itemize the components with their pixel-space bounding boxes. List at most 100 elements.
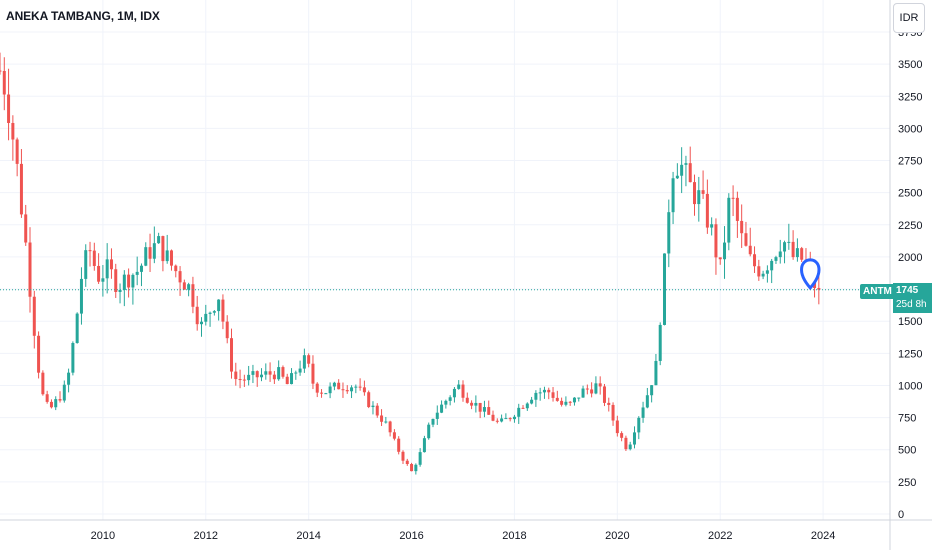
candle-body [731, 197, 735, 199]
candle-body [311, 363, 315, 384]
candle-body [701, 190, 705, 194]
candle-body [101, 278, 105, 282]
candle-body [71, 343, 75, 373]
candle-body [581, 388, 585, 398]
symbol-tag: ANTM [860, 284, 895, 299]
candle-body [585, 388, 589, 390]
candle-body [367, 392, 371, 408]
candle-body [650, 385, 654, 396]
candle-body [637, 417, 641, 433]
candle-body [405, 460, 409, 465]
candle-body [260, 374, 264, 378]
candle-body [195, 306, 199, 325]
candle-body [705, 193, 709, 228]
candle-body [337, 382, 341, 390]
candle-body [508, 418, 512, 420]
y-tick-label: 250 [898, 477, 916, 489]
candle-body [28, 242, 32, 297]
candle-body [191, 284, 195, 307]
candle-body [748, 245, 752, 255]
candle-body [285, 376, 289, 385]
candle-body [230, 338, 234, 372]
candle-body [62, 384, 66, 401]
y-tick-label: 1500 [898, 316, 922, 328]
candle-body [15, 139, 19, 164]
candle-body [118, 290, 122, 292]
candle-body [444, 400, 448, 405]
candle-body [272, 374, 276, 380]
candle-body [452, 388, 456, 398]
y-tick-label: 500 [898, 445, 916, 457]
candle-body [654, 360, 658, 386]
candle-body [620, 433, 624, 438]
candle-body [328, 386, 332, 394]
candle-body [607, 402, 611, 405]
candle-body [470, 402, 474, 406]
candle-body [298, 368, 302, 373]
candle-body [572, 397, 576, 403]
candle-body [551, 392, 555, 398]
candle-body [350, 387, 354, 392]
candle-body [135, 271, 139, 275]
candle-body [457, 384, 461, 389]
x-tick-label: 2016 [399, 530, 423, 542]
candle-body [491, 414, 495, 421]
candle-body [577, 397, 581, 399]
candle-body [255, 371, 259, 378]
candle-body [320, 392, 324, 394]
candle-body [84, 250, 88, 279]
candle-body [778, 251, 782, 258]
candle-body [538, 392, 542, 394]
x-tick-label: 2018 [502, 530, 526, 542]
candle-body [114, 269, 118, 292]
x-tick-label: 2022 [708, 530, 732, 542]
x-tick-label: 2012 [194, 530, 218, 542]
event-marker-icon[interactable] [800, 258, 821, 291]
candle-body [761, 273, 765, 277]
currency-button[interactable]: IDR [893, 3, 925, 33]
candle-body [590, 389, 594, 394]
candle-body [341, 389, 345, 391]
candle-body [19, 163, 23, 215]
y-tick-label: 1000 [898, 380, 922, 392]
candle-body [247, 374, 251, 381]
last-price-tag: 1745 25d 8h [893, 283, 932, 313]
candle-body [127, 274, 131, 288]
y-tick-label: 1250 [898, 348, 922, 360]
candle-body [67, 372, 71, 385]
candle-body [555, 397, 559, 401]
candle-body [144, 247, 148, 266]
candle-body [345, 390, 349, 392]
candle-body [122, 274, 126, 291]
candle-body [49, 401, 53, 408]
candle-body [375, 405, 379, 416]
candle-body [388, 421, 392, 433]
candle-body [204, 313, 208, 322]
candle-body [680, 164, 684, 176]
candle-body [624, 437, 628, 450]
candle-body [547, 389, 551, 393]
candle-body [714, 224, 718, 258]
candle-body [431, 418, 435, 425]
candle-body [495, 420, 499, 422]
candle-body [380, 415, 384, 422]
candle-body [174, 265, 178, 272]
candle-body [54, 399, 58, 408]
candle-body [693, 182, 697, 205]
candle-body [92, 250, 96, 266]
y-tick-label: 3000 [898, 123, 922, 135]
candle-body [148, 247, 152, 259]
candle-body [7, 94, 11, 123]
y-tick-label: 2500 [898, 188, 922, 200]
candle-body [362, 387, 366, 393]
candle-body [534, 392, 538, 400]
candle-body [277, 367, 281, 380]
candle-body [482, 407, 486, 412]
candle-body [684, 163, 688, 165]
candle-body [182, 282, 186, 290]
candle-body [315, 383, 319, 393]
candle-body [0, 70, 2, 72]
candle-body [504, 418, 508, 420]
